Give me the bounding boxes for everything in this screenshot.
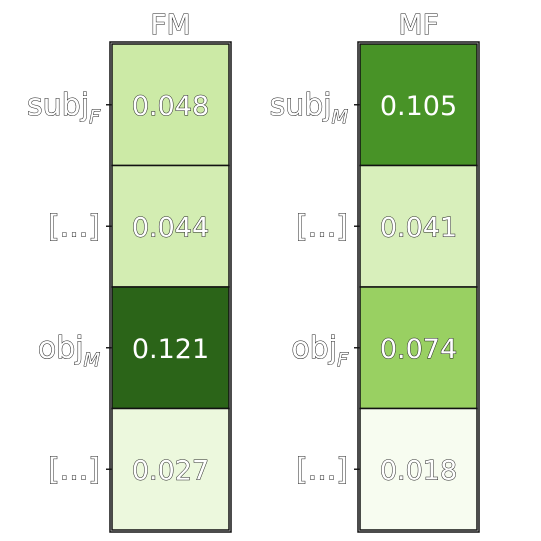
- cell-value-label: 0.041: [380, 212, 457, 243]
- cell-value-label: 0.121: [132, 334, 209, 365]
- row-tick-label: [...]: [48, 452, 100, 487]
- panel-frame: [109, 41, 232, 533]
- heatmap-panel-mf: MF 0.105 subjM 0.041 [...] 0.074 objF 0.018 [...…: [269, 8, 480, 533]
- row-tick-label: [...]: [48, 209, 100, 244]
- row-tick-label: subjM: [270, 88, 348, 128]
- cell-value-label: 0.018: [380, 455, 457, 486]
- row-tick-label: [...]: [296, 209, 348, 244]
- panel-frame: [357, 41, 480, 533]
- heatmap-cell: [111, 43, 230, 167]
- cell-value-label: 0.105: [380, 91, 457, 122]
- row-tick-label: [...]: [296, 452, 348, 487]
- row-tick-label: objF: [291, 331, 349, 371]
- panel-title: FM: [150, 8, 190, 41]
- heatmap-cell: [111, 407, 230, 531]
- cell-value-label: 0.074: [380, 334, 457, 365]
- cell-value-label: 0.044: [132, 212, 209, 243]
- heatmap-cell: [359, 164, 478, 288]
- row-tick-label: subjF: [27, 88, 101, 128]
- row-tick-label: objM: [38, 331, 100, 371]
- heatmap-cell: [359, 43, 478, 167]
- panel-title: MF: [398, 8, 438, 41]
- heatmap-cell: [359, 407, 478, 531]
- cell-value-label: 0.048: [132, 91, 209, 122]
- heatmap-panel-fm: FM 0.048 subjF 0.044 [...] 0.121 objM 0.027 [...…: [27, 8, 232, 533]
- heatmap-cell: [111, 164, 230, 288]
- cell-value-label: 0.027: [132, 455, 209, 486]
